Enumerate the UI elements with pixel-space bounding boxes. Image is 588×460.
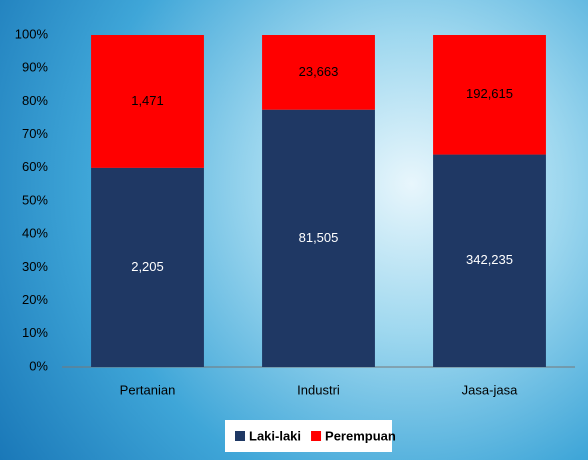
y-tick-label: 100% <box>15 26 49 41</box>
data-label: 2,205 <box>131 259 164 274</box>
y-tick-label: 80% <box>22 93 48 108</box>
y-tick-label: 30% <box>22 259 48 274</box>
y-tick-label: 10% <box>22 325 48 340</box>
y-tick-label: 70% <box>22 126 48 141</box>
legend-swatch <box>311 431 322 441</box>
bar-segment <box>433 35 546 155</box>
y-tick-label: 60% <box>22 159 48 174</box>
x-tick-label: Pertanian <box>120 382 176 397</box>
x-tick-label: Industri <box>297 382 340 397</box>
y-tick-label: 40% <box>22 226 48 241</box>
bar-segment <box>91 167 204 367</box>
y-tick-label: 0% <box>29 358 48 373</box>
bar-segment <box>91 35 204 168</box>
bar-segment <box>433 154 546 367</box>
x-tick-label: Jasa-jasa <box>462 382 518 397</box>
data-label: 1,471 <box>131 93 164 108</box>
bar-segment <box>262 35 375 110</box>
data-label: 342,235 <box>466 252 513 267</box>
legend-swatch <box>235 431 245 441</box>
y-tick-label: 90% <box>22 60 48 75</box>
y-tick-label: 20% <box>22 292 48 307</box>
y-tick-label: 50% <box>22 192 48 207</box>
bar-segment <box>262 109 375 368</box>
data-label: 23,663 <box>299 64 339 79</box>
legend-box <box>225 420 392 452</box>
data-label: 81,505 <box>299 230 339 245</box>
data-label: 192,615 <box>466 86 513 101</box>
legend-label: Laki-laki <box>249 428 301 443</box>
legend-label: Perempuan <box>325 428 396 443</box>
